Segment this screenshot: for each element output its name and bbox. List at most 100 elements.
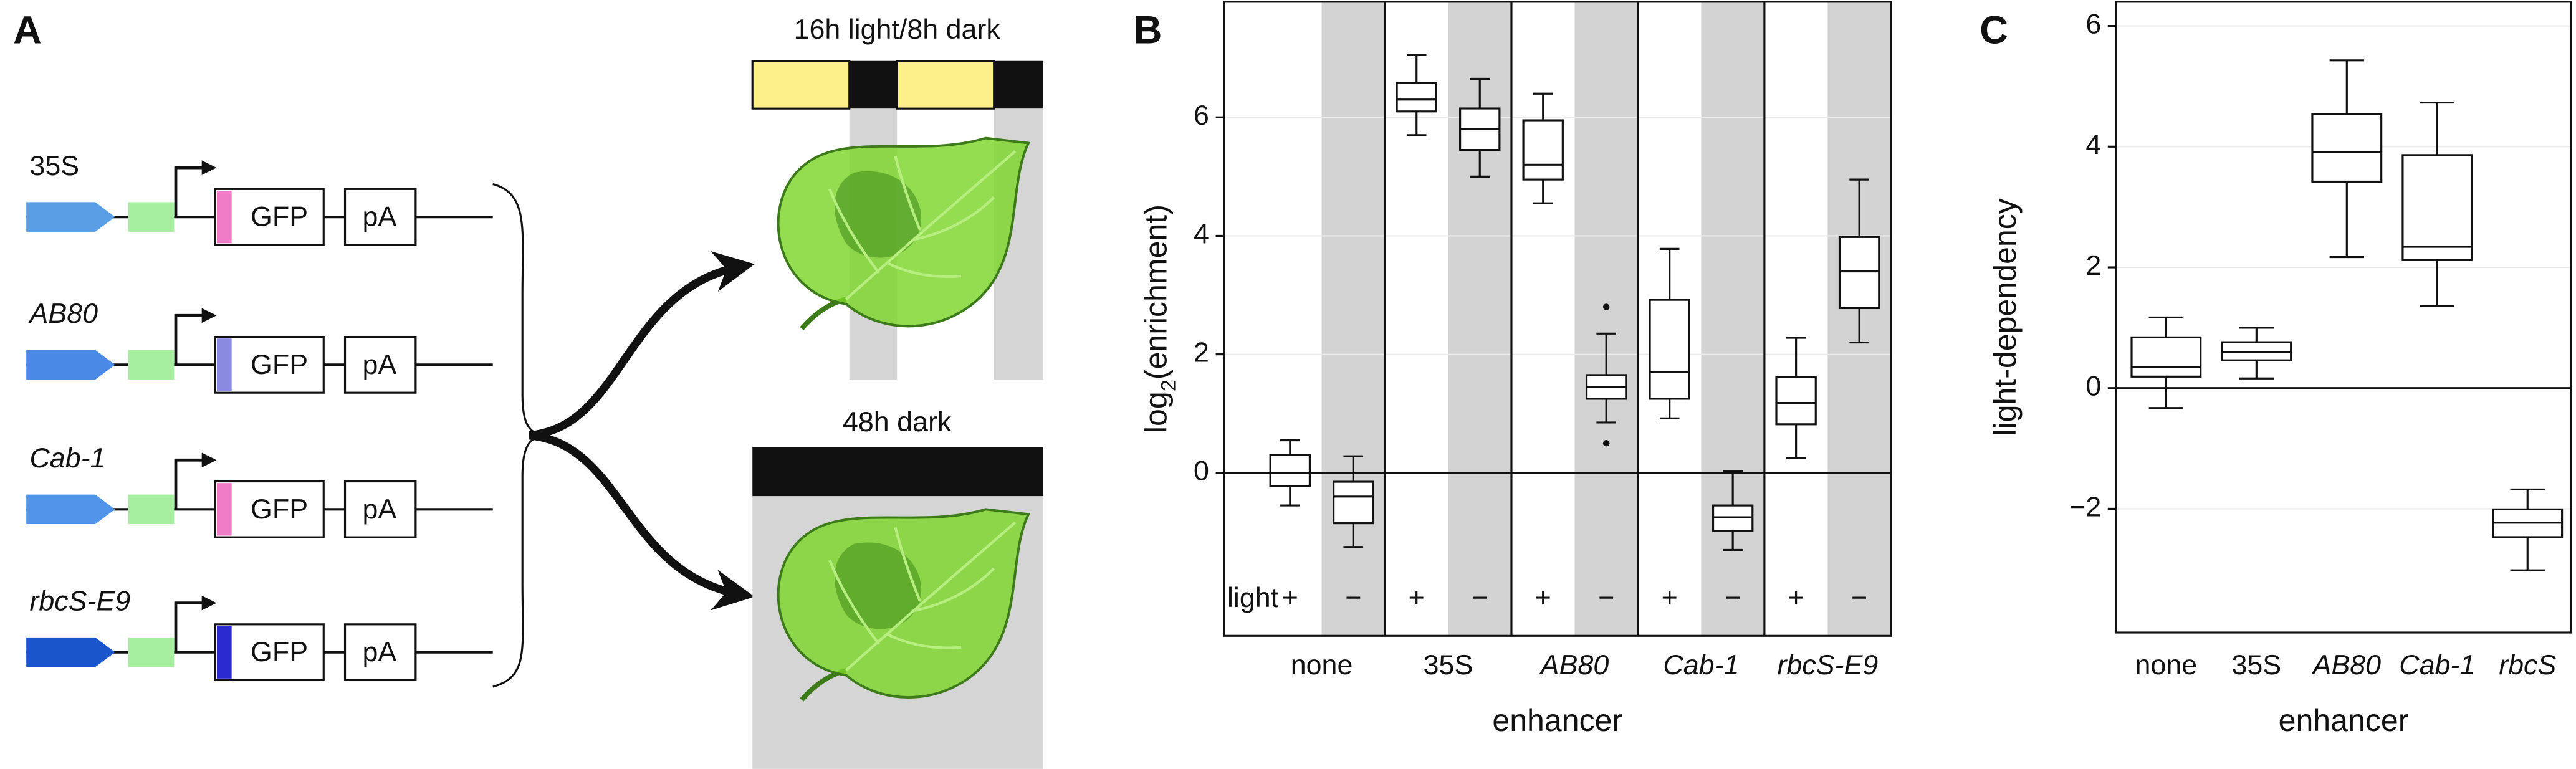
light-sign: − bbox=[1345, 582, 1361, 613]
enhancer bbox=[26, 637, 115, 667]
chart: 0 2 4 6 none + − 35S + − AB80 + − Cab-1 + − rbcS-E9 + − lig… bbox=[1139, 1, 1892, 738]
box bbox=[2130, 336, 2202, 378]
y-tick-label: 4 bbox=[1194, 218, 1209, 249]
box bbox=[1838, 236, 1880, 310]
leaf bbox=[778, 138, 1028, 329]
gfp-label: GFP bbox=[251, 349, 308, 380]
gfp-box bbox=[214, 623, 325, 682]
pa-label: pA bbox=[362, 201, 396, 232]
pa-label: pA bbox=[362, 494, 396, 525]
gfp-label: GFP bbox=[251, 201, 308, 232]
tag-marker bbox=[216, 483, 232, 536]
enhancer bbox=[26, 350, 115, 380]
arrow bbox=[529, 431, 755, 611]
plot-frame bbox=[2115, 1, 2572, 634]
promoter bbox=[128, 202, 175, 232]
pa-label: pA bbox=[362, 349, 396, 380]
y-tick-label: −2 bbox=[2069, 491, 2101, 522]
tag-marker bbox=[216, 190, 232, 244]
light-sign: + bbox=[1535, 582, 1551, 613]
tag-marker bbox=[216, 626, 232, 679]
y-axis-label-part: 2 bbox=[1157, 380, 1180, 391]
y-axis-label-part: (enrichment) bbox=[1139, 204, 1174, 380]
pa-box bbox=[343, 335, 417, 394]
promoter bbox=[128, 350, 175, 380]
gfp-box bbox=[214, 335, 325, 394]
panel-label: B bbox=[1134, 9, 1162, 52]
light-sign: − bbox=[1725, 582, 1741, 613]
y-axis-label: log2(enrichment) bbox=[1139, 204, 1181, 433]
promoter bbox=[128, 494, 175, 525]
gfp-label: GFP bbox=[251, 636, 308, 667]
dark-period bbox=[752, 447, 1043, 497]
y-axis-label: light-dependency bbox=[1988, 198, 2023, 436]
x-tick-label: 35S bbox=[2231, 649, 2281, 681]
shade-band bbox=[1574, 1, 1638, 636]
box bbox=[2311, 113, 2383, 183]
tss-arrow bbox=[174, 595, 217, 652]
box bbox=[2401, 154, 2473, 261]
tss-arrow bbox=[174, 160, 217, 217]
outlier bbox=[1602, 303, 1610, 310]
x-tick-label: AB80 bbox=[2311, 649, 2382, 681]
y-tick-label: 2 bbox=[1194, 337, 1209, 368]
x-tick-label: 35S bbox=[1424, 649, 1473, 681]
condition-label: 48h dark bbox=[843, 406, 952, 437]
light-sign: − bbox=[1598, 582, 1614, 613]
tag-marker bbox=[216, 338, 232, 391]
dark-period bbox=[849, 60, 898, 109]
light-period bbox=[896, 60, 995, 110]
pa-label: pA bbox=[362, 636, 396, 667]
box bbox=[1333, 480, 1374, 525]
dark-period bbox=[994, 60, 1043, 109]
x-tick-label: AB80 bbox=[1539, 649, 1609, 681]
construct-name: 35S bbox=[29, 150, 79, 181]
light-sign: + bbox=[1788, 582, 1804, 613]
light-label: light bbox=[1227, 582, 1279, 613]
arrow bbox=[529, 251, 755, 440]
chart: −2 0 2 4 6 none 35S AB80 Cab-1 rbcS enhancer light-… bbox=[1988, 1, 2572, 738]
enhancer bbox=[26, 202, 115, 232]
box bbox=[1649, 299, 1690, 400]
x-tick-label: rbcS-E9 bbox=[1777, 649, 1878, 681]
construct-name: rbcS-E9 bbox=[29, 585, 130, 616]
x-tick-label: rbcS bbox=[2499, 649, 2556, 681]
x-axis-label: enhancer bbox=[1492, 703, 1622, 738]
plot-frame bbox=[1223, 1, 1892, 637]
box bbox=[1522, 119, 1564, 181]
panel-label: A bbox=[13, 9, 42, 52]
pa-box bbox=[343, 623, 417, 682]
pa-box bbox=[343, 188, 417, 246]
light-sign: + bbox=[1282, 582, 1298, 613]
y-tick-label: 0 bbox=[1194, 456, 1209, 487]
light-period bbox=[751, 60, 851, 110]
gfp-box bbox=[214, 480, 325, 538]
box bbox=[1396, 82, 1437, 113]
pa-box bbox=[343, 480, 417, 538]
x-axis-label: enhancer bbox=[2279, 703, 2409, 738]
tss-arrow bbox=[174, 452, 217, 510]
enhancer bbox=[26, 494, 115, 525]
construct-name: AB80 bbox=[27, 298, 98, 329]
x-tick-label: none bbox=[1291, 649, 1353, 681]
box bbox=[1775, 376, 1817, 426]
outlier bbox=[1602, 439, 1610, 447]
y-tick-label: 2 bbox=[2085, 250, 2101, 281]
x-tick-label: Cab-1 bbox=[1663, 649, 1739, 681]
y-tick-label: 6 bbox=[1194, 100, 1209, 131]
y-axis-label-part: log bbox=[1139, 391, 1174, 433]
promoter bbox=[128, 637, 175, 667]
x-tick-label: none bbox=[2135, 649, 2198, 681]
light-sign: − bbox=[1472, 582, 1488, 613]
y-tick-label: 6 bbox=[2085, 8, 2101, 39]
construct-name: Cab-1 bbox=[29, 442, 105, 474]
condition-label: 16h light/8h dark bbox=[794, 14, 1001, 45]
x-tick-label: Cab-1 bbox=[2399, 649, 2475, 681]
light-sign: + bbox=[1409, 582, 1425, 613]
constructs: GFP pA 35S GFP pA AB80 GFP pA Cab-1 GFP pA rbcS-E9 bbox=[26, 150, 493, 682]
box bbox=[1269, 454, 1311, 487]
gfp-box bbox=[214, 188, 325, 246]
tss-arrow bbox=[174, 308, 217, 365]
